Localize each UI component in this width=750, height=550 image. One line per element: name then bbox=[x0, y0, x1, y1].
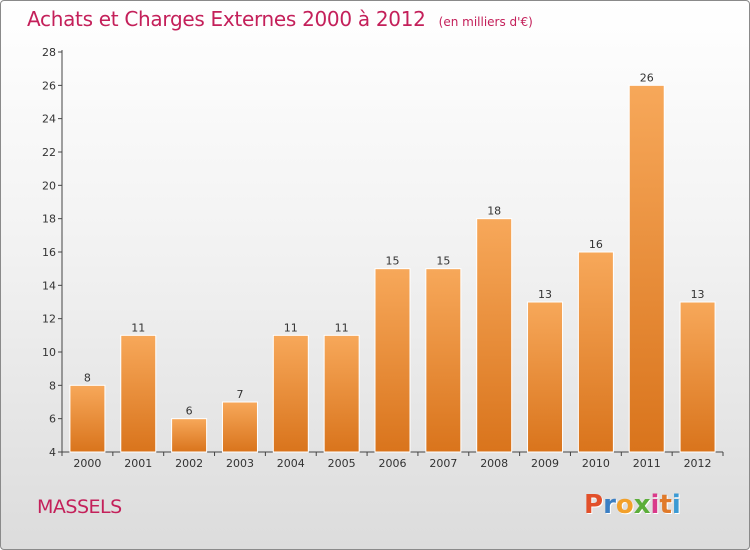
y-tick-label: 16 bbox=[42, 246, 56, 259]
logo-letter: x bbox=[633, 490, 651, 520]
y-tick-label: 26 bbox=[42, 79, 56, 92]
bar-2012 bbox=[679, 301, 716, 453]
bar-2010 bbox=[577, 251, 614, 453]
y-tick-label: 6 bbox=[49, 413, 56, 426]
value-label: 7 bbox=[236, 388, 243, 401]
x-tick-label: 2007 bbox=[429, 457, 457, 470]
value-label: 13 bbox=[538, 288, 552, 301]
logo-letter: o bbox=[615, 490, 634, 520]
logo-letter: i bbox=[650, 490, 660, 520]
y-tick-label: 10 bbox=[42, 346, 56, 359]
value-label: 15 bbox=[386, 255, 400, 268]
x-tick-label: 2000 bbox=[73, 457, 101, 470]
x-tick-label: 2001 bbox=[124, 457, 152, 470]
bar-2007 bbox=[425, 268, 462, 453]
bar-2011 bbox=[628, 84, 665, 453]
proxiti-logo[interactable]: Proxiti bbox=[584, 490, 681, 520]
x-tick-label: 2004 bbox=[277, 457, 305, 470]
bars bbox=[69, 84, 716, 453]
x-tick-label: 2012 bbox=[684, 457, 712, 470]
y-tick-label: 8 bbox=[49, 379, 56, 392]
bar-2004 bbox=[272, 334, 309, 453]
value-label: 26 bbox=[640, 71, 654, 84]
x-tick-label: 2009 bbox=[531, 457, 559, 470]
y-tick-label: 20 bbox=[42, 179, 56, 192]
x-tick-label: 2003 bbox=[226, 457, 254, 470]
value-label: 6 bbox=[186, 405, 193, 418]
x-tick-label: 2011 bbox=[633, 457, 661, 470]
y-tick-label: 28 bbox=[42, 46, 56, 59]
value-label: 11 bbox=[284, 321, 298, 334]
axes: 4 6 8 10 12 14 16 18 20 22 24 26 28 2000 2001 2002 2003 2… bbox=[42, 46, 724, 470]
x-tick-label: 2010 bbox=[582, 457, 610, 470]
chart-title-block: Achats et Charges Externes 2000 à 2012 (… bbox=[27, 7, 533, 31]
x-tick-label: 2006 bbox=[379, 457, 407, 470]
value-labels: 8 11 6 7 11 11 15 15 18 13 16 26 13 bbox=[84, 71, 705, 417]
y-tick-label: 18 bbox=[42, 213, 56, 226]
value-label: 8 bbox=[84, 371, 91, 384]
value-label: 11 bbox=[335, 321, 349, 334]
y-tick-label: 22 bbox=[42, 146, 56, 159]
logo-letter: t bbox=[659, 490, 672, 520]
bar-2005 bbox=[323, 334, 360, 453]
bar-2003 bbox=[221, 401, 258, 453]
y-tick-label: 24 bbox=[42, 113, 56, 126]
bar-2008 bbox=[476, 218, 513, 453]
logo-letter: i bbox=[671, 490, 681, 520]
x-tick-label: 2005 bbox=[328, 457, 356, 470]
value-label: 16 bbox=[589, 238, 603, 251]
y-tick-label: 14 bbox=[42, 279, 56, 292]
value-label: 13 bbox=[691, 288, 705, 301]
value-label: 15 bbox=[436, 255, 450, 268]
x-tick-label: 2008 bbox=[480, 457, 508, 470]
y-tick-label: 4 bbox=[49, 446, 56, 459]
bar-2000 bbox=[69, 384, 106, 453]
bar-2002 bbox=[171, 418, 208, 453]
logo-letter: P bbox=[584, 490, 604, 520]
value-label: 18 bbox=[487, 205, 501, 218]
chart-title: Achats et Charges Externes 2000 à 2012 bbox=[27, 7, 426, 31]
chart-unit: (en milliers d'€) bbox=[438, 15, 533, 29]
commune-name: MASSELS bbox=[37, 496, 122, 518]
y-tick-label: 12 bbox=[42, 313, 56, 326]
x-tick-label: 2002 bbox=[175, 457, 203, 470]
logo-letter: r bbox=[603, 490, 616, 520]
bar-2009 bbox=[527, 301, 564, 453]
value-label: 11 bbox=[131, 321, 145, 334]
bar-2001 bbox=[120, 334, 157, 453]
bar-2006 bbox=[374, 268, 411, 453]
